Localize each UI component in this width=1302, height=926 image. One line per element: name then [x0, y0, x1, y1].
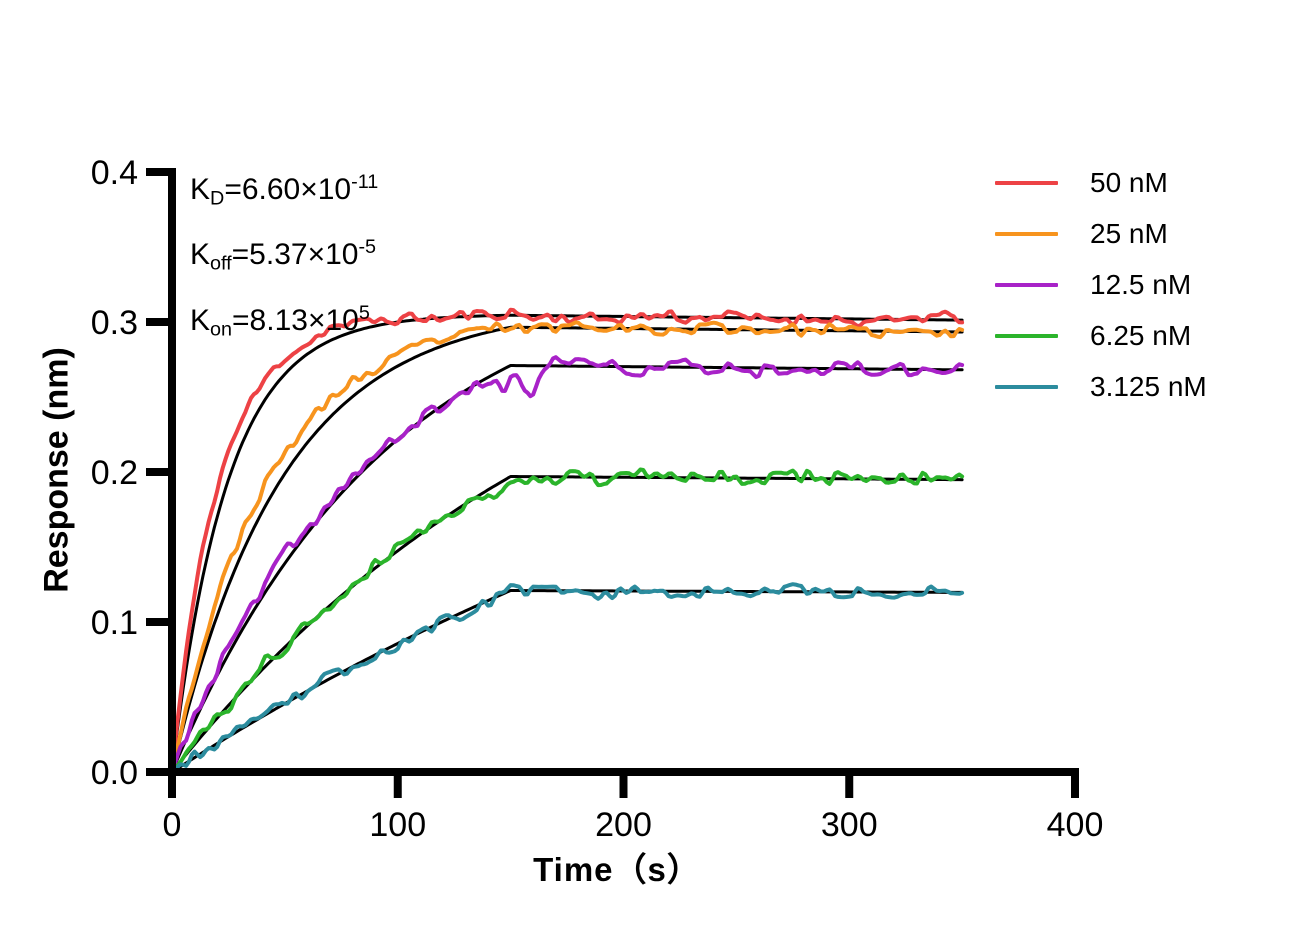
annotation-segment: =5.37×10	[231, 238, 359, 272]
legend-line-swatch	[995, 333, 1058, 338]
annotation-segment: D	[210, 187, 225, 210]
kd-value: KD=6.60×10-11	[190, 158, 378, 223]
annotation-segment: K	[190, 238, 211, 272]
y-tick-label: 0.3	[91, 304, 138, 342]
data-curves-layer	[170, 307, 965, 774]
y-tick-label: 0.0	[91, 754, 138, 792]
legend-label: 25 nM	[1090, 217, 1168, 249]
legend-item: 3.125 nM	[995, 361, 1207, 412]
y-axis-title: Response (nm)	[37, 347, 76, 593]
x-tick-label: 100	[369, 806, 426, 844]
y-tick-label: 0.1	[91, 604, 138, 642]
kinetics-annotation: KD=6.60×10-11 Koff=5.37×10-5 Kon=8.13×105	[190, 158, 378, 354]
legend-line-swatch	[995, 282, 1058, 287]
x-tick-label: 0	[163, 806, 182, 844]
legend-item: 6.25 nM	[995, 310, 1207, 361]
data-curve-25-nM	[170, 320, 965, 774]
x-axis-title: Time（s）	[533, 851, 701, 888]
legend-item: 25 nM	[995, 208, 1207, 259]
annotation-segment: K	[190, 172, 211, 206]
legend-label: 3.125 nM	[1090, 370, 1207, 402]
legend-label: 50 nM	[1090, 166, 1168, 198]
annotation-segment: on	[210, 318, 233, 341]
kon-value: Kon=8.13×105	[190, 289, 378, 354]
legend-line-swatch	[995, 231, 1058, 236]
annotation-segment: =8.13×10	[232, 303, 359, 337]
axes-layer	[146, 168, 1079, 798]
tick-labels-layer: 0.0 0.1 0.2 0.3 0.4 0 100 200 300 400	[91, 154, 1104, 844]
annotation-segment: -5	[358, 236, 377, 259]
data-curve-6-25-nM	[170, 467, 965, 774]
annotation-segment: off	[210, 252, 232, 275]
fit-curve-50-nM	[170, 313, 964, 774]
fit-curve-6-25-nM	[170, 475, 964, 774]
legend-label: 12.5 nM	[1090, 268, 1192, 300]
legend-item: 12.5 nM	[995, 259, 1207, 310]
y-tick-label: 0.2	[91, 454, 138, 492]
legend-line-swatch	[995, 384, 1058, 389]
annotation-segment: K	[190, 303, 211, 337]
annotation-segment: 5	[358, 301, 370, 324]
legend: 50 nM 25 nM 12.5 nM 6.25 nM 3.125 nM	[995, 157, 1207, 412]
fit-curve-25-nM	[170, 325, 964, 774]
x-tick-label: 200	[595, 806, 652, 844]
fit-curve-3-125-nM	[170, 589, 964, 774]
fit-curve-12-5-nM	[170, 364, 964, 774]
x-tick-label: 300	[821, 806, 878, 844]
annotation-segment: =6.60×10	[224, 172, 352, 206]
x-tick-label: 400	[1047, 806, 1104, 844]
legend-item: 50 nM	[995, 157, 1207, 208]
annotation-segment: -11	[351, 171, 379, 193]
data-curve-50-nM	[170, 307, 965, 774]
data-curve-3-125-nM	[170, 582, 965, 774]
legend-line-swatch	[995, 180, 1058, 185]
data-curve-12-5-nM	[170, 355, 965, 774]
legend-label: 6.25 nM	[1090, 319, 1192, 351]
koff-value: Koff=5.37×10-5	[190, 223, 378, 288]
y-tick-label: 0.4	[91, 154, 138, 192]
